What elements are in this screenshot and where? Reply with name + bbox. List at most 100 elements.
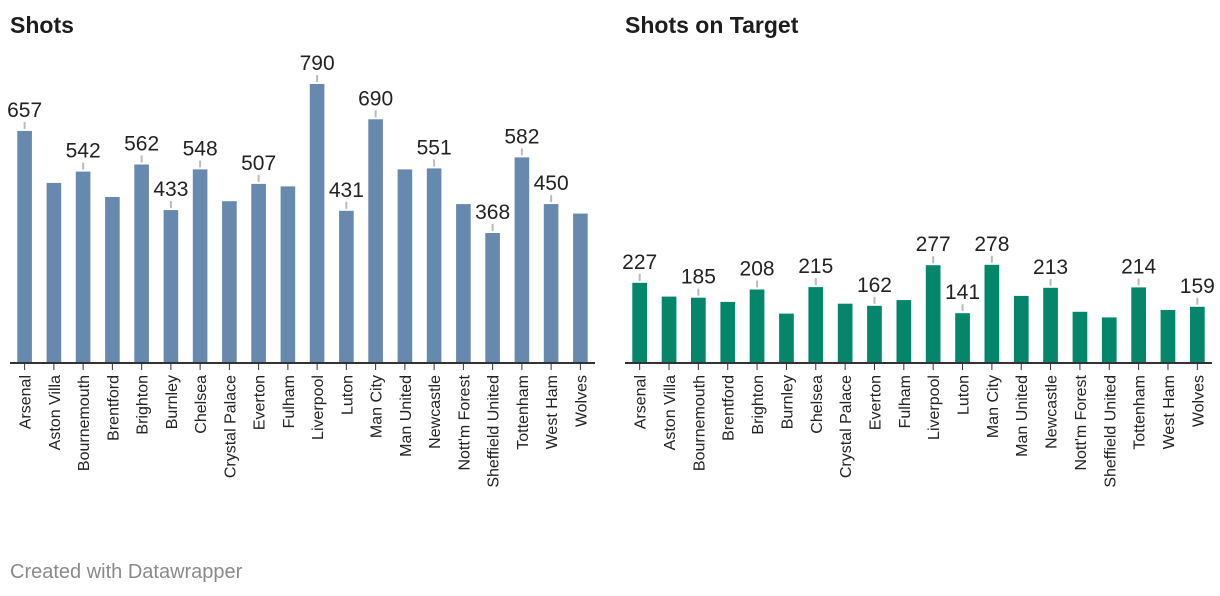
value-label: 790 xyxy=(300,52,335,75)
x-tick-label: Brighton xyxy=(750,375,767,435)
x-tick-label: Sheffield United xyxy=(1102,375,1119,488)
x-tick-label: Wolves xyxy=(573,375,590,427)
x-tick-label: Man United xyxy=(1014,375,1031,457)
bar-on-target xyxy=(749,289,765,363)
value-label: 141 xyxy=(945,281,980,304)
chart-shots: 657 Arsenal Aston Villa 542 Bournemouth Brent… xyxy=(7,52,595,488)
bar-shots xyxy=(339,210,354,363)
x-tick-label: Everton xyxy=(868,375,885,430)
x-tick-label: Burnley xyxy=(779,375,796,429)
x-tick-label: Nott'm Forest xyxy=(1073,374,1090,470)
x-tick-label: Crystal Palace xyxy=(838,375,855,478)
x-tick-label: Aston Villa xyxy=(662,375,679,450)
bar-on-target xyxy=(1190,306,1205,363)
x-tick-label: Brighton xyxy=(135,375,152,435)
value-label: 215 xyxy=(798,255,833,278)
bar-shots xyxy=(105,197,120,363)
bar-on-target xyxy=(1043,287,1058,363)
value-label: 162 xyxy=(857,274,892,297)
chart-on-target: 227 Arsenal Aston Villa 185 Bournemouth Brent… xyxy=(622,233,1215,488)
bar-shots xyxy=(426,168,442,363)
value-label: 368 xyxy=(475,201,510,224)
value-label: 562 xyxy=(124,133,159,156)
x-tick-label: Brentford xyxy=(721,375,738,441)
x-tick-label: Tottenham xyxy=(515,375,532,450)
x-tick-label: Liverpool xyxy=(926,375,943,440)
value-label: 213 xyxy=(1033,256,1068,279)
bar-shots xyxy=(251,183,266,363)
shots-chart-title: Shots xyxy=(10,12,74,38)
bar-shots xyxy=(75,171,91,363)
bar-on-target xyxy=(984,264,1000,363)
bar-shots xyxy=(163,210,179,363)
bar-on-target xyxy=(808,287,824,363)
bar-on-target xyxy=(1131,287,1146,363)
value-label: 227 xyxy=(622,251,657,274)
x-tick-label: West Ham xyxy=(1161,375,1178,449)
x-tick-label: Tottenham xyxy=(1132,375,1149,450)
value-label: 431 xyxy=(329,179,364,202)
bar-on-target xyxy=(925,265,941,363)
bar-shots xyxy=(397,169,413,363)
value-label: 657 xyxy=(7,99,42,122)
x-tick-label: Arsenal xyxy=(18,375,35,429)
x-tick-label: Liverpool xyxy=(310,375,327,440)
x-tick-label: Luton xyxy=(956,375,973,415)
bar-on-target xyxy=(1072,311,1088,363)
x-tick-label: Burnley xyxy=(164,375,181,429)
value-label: 214 xyxy=(1121,255,1156,278)
x-tick-label: Sheffield United xyxy=(486,375,503,488)
bar-shots xyxy=(456,204,471,363)
bar-on-target xyxy=(1013,295,1029,363)
bar-on-target xyxy=(779,313,794,363)
bar-shots xyxy=(134,164,149,363)
x-tick-label: Bournemouth xyxy=(76,375,93,471)
footer-credit: Created with Datawrapper xyxy=(10,561,243,583)
value-label: 551 xyxy=(417,136,452,159)
x-tick-label: Chelsea xyxy=(193,375,210,434)
bar-shots xyxy=(573,213,588,363)
bar-shots xyxy=(309,84,325,363)
x-tick-label: Arsenal xyxy=(633,375,650,429)
x-tick-label: Brentford xyxy=(105,375,122,441)
x-tick-label: Crystal Palace xyxy=(222,375,239,478)
x-tick-label: West Ham xyxy=(544,375,561,449)
bar-shots xyxy=(485,233,500,363)
bar-on-target xyxy=(896,300,912,363)
x-tick-label: Newcastle xyxy=(1044,375,1061,449)
bar-shots xyxy=(543,204,559,363)
x-tick-label: Man United xyxy=(398,375,415,457)
value-label: 208 xyxy=(740,258,775,281)
bar-shots xyxy=(514,157,530,363)
bar-on-target xyxy=(720,301,736,363)
x-tick-label: Chelsea xyxy=(809,375,826,434)
bar-on-target xyxy=(867,305,882,363)
bar-on-target xyxy=(661,296,677,363)
value-label: 277 xyxy=(916,233,951,256)
x-tick-label: Luton xyxy=(339,375,356,415)
bar-on-target xyxy=(632,282,647,363)
value-label: 542 xyxy=(66,140,101,163)
bar-shots xyxy=(192,169,208,363)
bar-shots xyxy=(280,186,296,363)
bar-shots xyxy=(222,201,237,363)
x-tick-label: Fulham xyxy=(897,375,914,428)
x-tick-label: Fulham xyxy=(281,375,298,428)
value-label: 582 xyxy=(504,125,539,148)
shots-on-target-chart-title: Shots on Target xyxy=(625,12,799,38)
x-tick-label: Aston Villa xyxy=(47,375,64,450)
bar-on-target xyxy=(1101,317,1117,363)
value-label: 548 xyxy=(183,137,218,160)
bar-shots xyxy=(46,182,62,363)
value-label: 433 xyxy=(153,178,188,201)
bar-on-target xyxy=(837,303,853,363)
bar-on-target xyxy=(1160,310,1176,363)
bar-shots xyxy=(17,130,32,363)
x-tick-label: Bournemouth xyxy=(691,375,708,471)
x-tick-label: Everton xyxy=(252,375,269,430)
x-tick-label: Wolves xyxy=(1190,375,1207,427)
bar-on-target xyxy=(955,313,970,363)
value-label: 185 xyxy=(681,266,716,289)
value-label: 278 xyxy=(974,233,1009,256)
